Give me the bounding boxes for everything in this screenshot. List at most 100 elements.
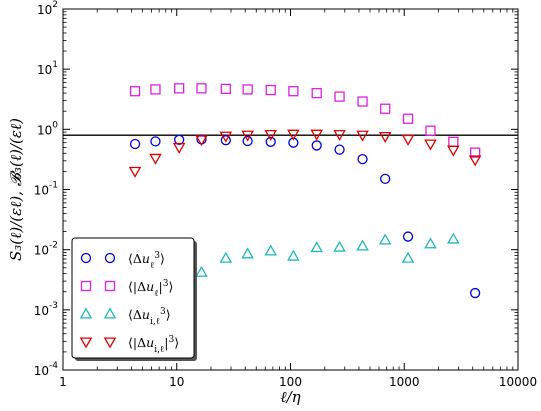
series-circle xyxy=(129,134,481,299)
data-point-square xyxy=(469,147,481,158)
data-point-triangle-up xyxy=(356,239,369,251)
data-point-triangle-up xyxy=(219,251,233,263)
y-tick-exponent: -2 xyxy=(49,241,58,251)
data-point-circle xyxy=(220,135,231,146)
data-point-square xyxy=(357,96,368,107)
y-tick-base: 10 xyxy=(37,63,52,77)
y-tick-base: 10 xyxy=(37,3,52,17)
data-point-circle xyxy=(380,173,391,185)
y-tick-label: 10-3 xyxy=(34,301,58,318)
legend-marker-circle xyxy=(104,252,116,264)
y-tick-base: 10 xyxy=(34,304,49,318)
legend-marker-triangle-up xyxy=(79,307,93,319)
data-point-circle xyxy=(174,134,185,145)
data-point-triangle-down xyxy=(333,129,346,142)
y-tick-base: 10 xyxy=(37,123,52,137)
legend-marker-triangle-down xyxy=(79,337,93,349)
y-tick-label: 10-2 xyxy=(34,241,58,258)
legend-marker-square xyxy=(104,280,116,292)
data-point-triangle-down xyxy=(310,129,324,141)
data-point-triangle-down xyxy=(356,130,369,142)
legend-marker-circle xyxy=(80,252,92,264)
y-axis-label: S₃(ℓ)/(εℓ), 𝓑₃(ℓ)/(εℓ) xyxy=(7,118,25,261)
series-triangle-down xyxy=(128,129,482,178)
data-point-triangle-up xyxy=(241,247,254,259)
data-point-square xyxy=(150,84,161,95)
data-point-square xyxy=(288,86,299,97)
data-point-triangle-down xyxy=(378,131,392,143)
y-tick-exponent: 2 xyxy=(52,0,58,10)
y-tick-exponent: -4 xyxy=(49,361,58,371)
data-point-square xyxy=(334,91,345,102)
y-tick-label: 101 xyxy=(37,60,58,77)
legend-box xyxy=(71,237,195,359)
data-point-circle xyxy=(150,136,161,147)
data-point-triangle-down xyxy=(219,131,233,143)
data-point-circle xyxy=(129,138,141,150)
data-point-circle xyxy=(334,144,345,155)
x-tick-label: 1 xyxy=(59,375,67,389)
x-tick-label: 10000 xyxy=(499,375,537,389)
y-tick-exponent: 0 xyxy=(52,120,58,130)
legend-label: ⟨|Δuℓ|3⟩ xyxy=(128,279,173,299)
data-point-triangle-down xyxy=(401,134,415,146)
data-point-square xyxy=(448,136,459,147)
data-point-triangle-up xyxy=(424,237,437,249)
data-point-square xyxy=(196,83,207,94)
data-point-triangle-up xyxy=(264,244,278,256)
x-tick-label: 100 xyxy=(279,375,302,389)
data-point-triangle-down xyxy=(172,142,186,154)
legend: ⟨Δuℓ3⟩ ⟨|Δuℓ|3⟩ ⟨Δui,ℓ3⟩ ⟨|Δui,ℓ|3⟩ xyxy=(71,237,197,361)
x-tick-label: 1000 xyxy=(389,375,420,389)
data-point-triangle-up xyxy=(310,241,324,253)
data-point-triangle-down xyxy=(149,153,162,165)
legend-label: ⟨|Δui,ℓ|3⟩ xyxy=(128,335,179,355)
y-tick-label: 100 xyxy=(37,120,58,137)
data-point-triangle-up xyxy=(401,251,415,263)
y-tick-base: 10 xyxy=(34,184,49,198)
data-point-circle xyxy=(265,136,276,147)
data-point-square xyxy=(380,103,391,114)
data-point-square xyxy=(311,87,322,99)
legend-marker-triangle-up xyxy=(103,307,117,319)
data-point-triangle-up xyxy=(447,232,460,244)
data-point-triangle-down xyxy=(447,145,460,157)
data-point-triangle-up xyxy=(378,233,392,245)
data-point-triangle-down xyxy=(468,155,482,167)
x-tick-label: 10 xyxy=(169,375,184,389)
data-point-triangle-down xyxy=(424,139,437,151)
legend-marker-square xyxy=(80,280,92,292)
y-tick-exponent: -3 xyxy=(49,301,58,311)
legend-marker-triangle-down xyxy=(103,337,117,349)
data-point-circle xyxy=(311,140,322,151)
legend-label: ⟨Δui,ℓ3⟩ xyxy=(128,307,171,327)
data-point-triangle-up xyxy=(333,240,346,252)
data-point-triangle-up xyxy=(287,249,300,261)
data-point-triangle-down xyxy=(128,166,142,178)
data-point-square xyxy=(402,113,414,124)
y-tick-label: 10-1 xyxy=(34,181,58,198)
data-point-triangle-down xyxy=(287,129,300,141)
data-point-circle xyxy=(402,231,414,242)
data-point-square xyxy=(129,86,141,97)
data-point-square xyxy=(174,83,185,94)
legend-label: ⟨Δuℓ3⟩ xyxy=(128,251,165,271)
data-point-triangle-up xyxy=(195,265,208,277)
data-point-square xyxy=(425,125,436,136)
data-point-square xyxy=(265,84,276,96)
data-markers xyxy=(128,83,482,299)
y-tick-base: 10 xyxy=(34,244,49,258)
data-point-triangle-down xyxy=(195,135,208,147)
data-point-triangle-down xyxy=(264,129,278,142)
data-point-circle xyxy=(469,287,481,299)
y-tick-label: 10-4 xyxy=(34,361,59,378)
data-point-square xyxy=(242,84,253,95)
y-tick-base: 10 xyxy=(34,364,49,378)
data-point-circle xyxy=(357,153,368,165)
y-tick-exponent: 1 xyxy=(52,60,58,70)
data-point-circle xyxy=(242,135,253,147)
data-point-triangle-down xyxy=(241,130,254,142)
series-triangle-up xyxy=(195,232,460,277)
